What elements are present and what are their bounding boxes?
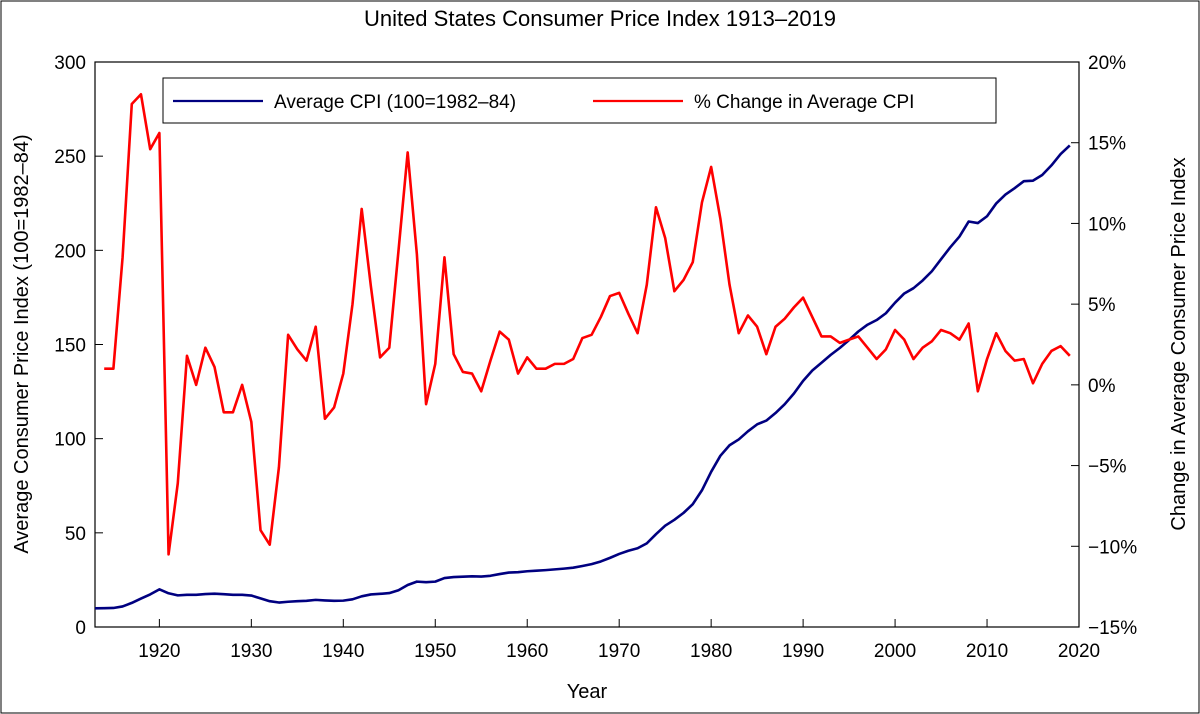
x-tick-label: 2020 bbox=[1058, 641, 1100, 662]
left-y-tick-label: 50 bbox=[65, 524, 86, 545]
x-tick-label: 1970 bbox=[598, 641, 640, 662]
right-y-tick-label: 10% bbox=[1088, 214, 1126, 235]
left-y-tick-label: 100 bbox=[54, 430, 86, 451]
x-tick-label: 2000 bbox=[874, 641, 916, 662]
left-y-tick-label: 150 bbox=[54, 336, 86, 357]
left-y-tick-label: 300 bbox=[54, 53, 86, 74]
chart-title: United States Consumer Price Index 1913–… bbox=[364, 6, 836, 31]
right-y-tick-label: 20% bbox=[1088, 53, 1126, 74]
legend-label-cpi: Average CPI (100=1982–84) bbox=[274, 92, 516, 113]
x-tick-label: 1940 bbox=[322, 641, 364, 662]
left-y-tick-label: 0 bbox=[75, 618, 86, 639]
right-y-tick-label: 0% bbox=[1088, 376, 1116, 397]
legend-label-pct-change: % Change in Average CPI bbox=[694, 92, 914, 113]
left-y-axis-title: Average Consumer Price Index (100=1982–8… bbox=[11, 134, 33, 553]
x-tick-label: 1980 bbox=[690, 641, 732, 662]
plot-area: 1920 1930 1940 1950 1960 1970 1980 1990 2000 2010… bbox=[54, 53, 1137, 662]
right-y-axis: −15% −10% −5% 0% 5% 10% 15% 20% bbox=[1071, 53, 1137, 639]
right-y-tick-label: 5% bbox=[1088, 295, 1116, 316]
x-tick-label: 1930 bbox=[230, 641, 272, 662]
series-layer bbox=[94, 92, 1071, 610]
x-tick-label: 1950 bbox=[414, 641, 456, 662]
legend: Average CPI (100=1982–84) % Change in Av… bbox=[162, 77, 997, 124]
left-y-tick-label: 200 bbox=[54, 241, 86, 262]
x-tick-label: 1960 bbox=[506, 641, 548, 662]
series-line-cpi bbox=[94, 144, 1071, 610]
legend-box bbox=[162, 77, 997, 124]
x-tick-label: 1920 bbox=[138, 641, 180, 662]
x-axis-title: Year bbox=[567, 681, 608, 703]
right-y-tick-label: −10% bbox=[1088, 537, 1137, 558]
left-y-tick-label: 250 bbox=[54, 147, 86, 168]
right-y-tick-label: 15% bbox=[1088, 134, 1126, 155]
x-tick-label: 2010 bbox=[966, 641, 1008, 662]
right-y-tick-label: −15% bbox=[1088, 618, 1137, 639]
x-axis: 1920 1930 1940 1950 1960 1970 1980 1990 2000 2010… bbox=[138, 619, 1100, 662]
left-y-axis: 0 50 100 150 200 250 300 bbox=[54, 53, 103, 639]
right-y-axis-title: Change in Average Consumer Price Index bbox=[1168, 157, 1190, 530]
x-tick-label: 1990 bbox=[782, 641, 824, 662]
right-y-tick-label: −5% bbox=[1088, 457, 1127, 478]
series-line-pct-change bbox=[104, 92, 1071, 556]
